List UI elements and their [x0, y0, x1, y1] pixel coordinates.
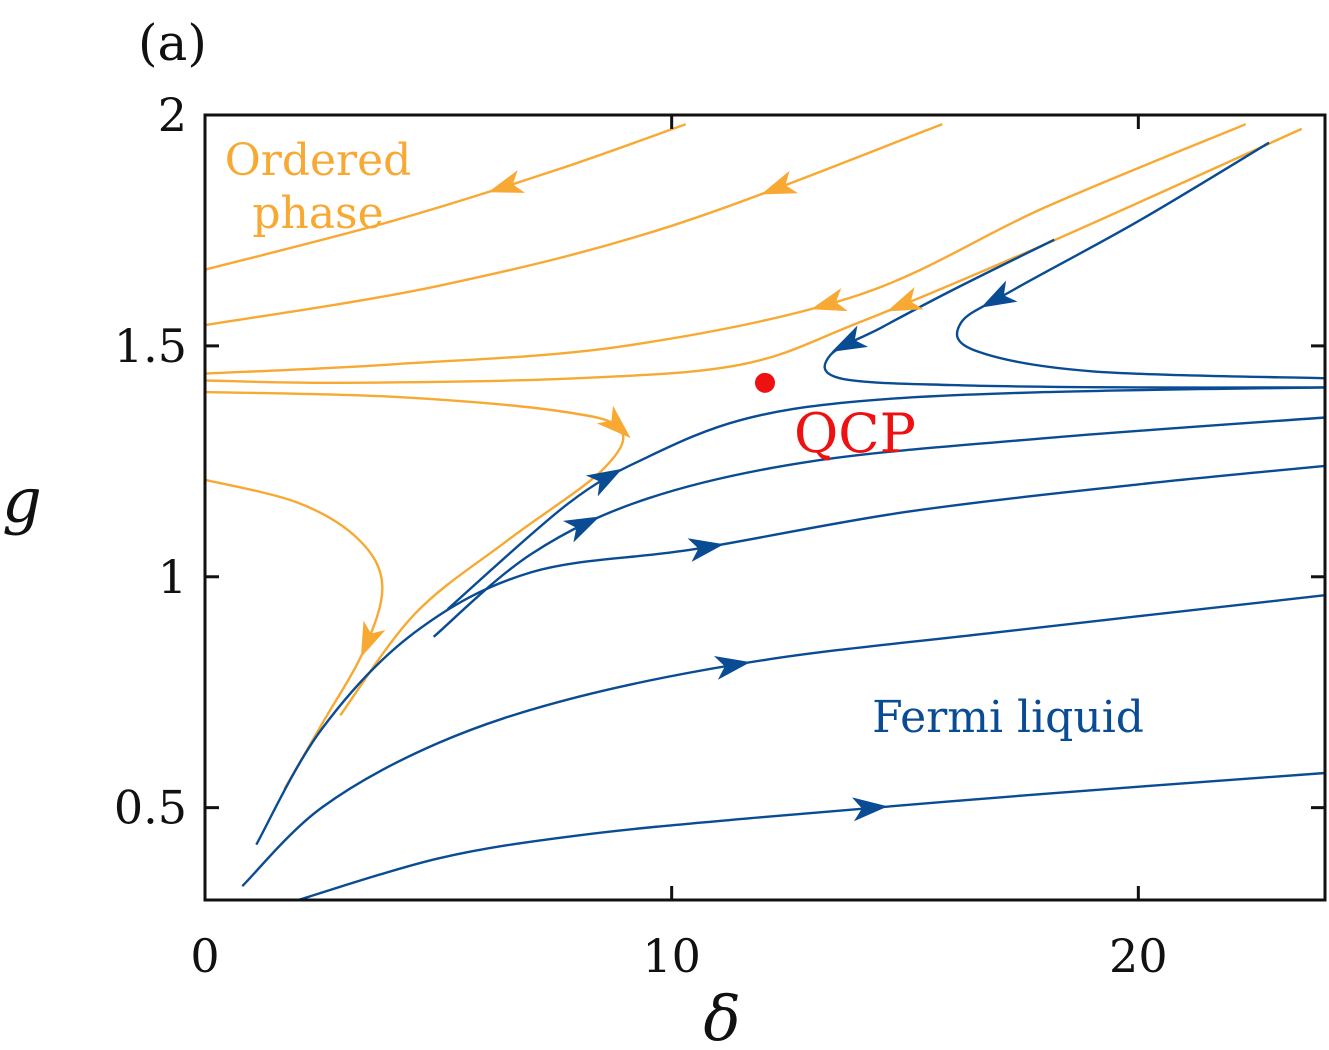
plot-frame	[203, 113, 1327, 902]
series-line-ordered-4	[204, 127, 1303, 385]
series-line-ordered-2	[204, 123, 943, 327]
y-tick-label: 2	[158, 88, 187, 142]
flow-arrow-fermi-2	[562, 516, 600, 543]
qcp-point	[755, 372, 775, 393]
flow-arrow-fermi-5	[851, 797, 888, 822]
flow-arrow-ordered-4	[886, 287, 924, 312]
series-line-ordered-1	[204, 123, 687, 271]
flow-arrow-ordered-2	[761, 170, 799, 195]
x-tick-label: 10	[642, 929, 701, 983]
y-tick-label: 1.5	[114, 319, 187, 373]
series-line-ordered-3	[204, 123, 1247, 375]
flow-arrow-fermi-3	[687, 538, 725, 562]
y-tick-label: 0.5	[114, 781, 187, 835]
series-line-fermi-7	[955, 141, 1326, 380]
flow-arrow-fermi-6	[831, 325, 869, 352]
qcp-label: QCP	[794, 402, 916, 465]
fermi-liquid-label: Fermi liquid	[872, 692, 1144, 743]
series-line-ordered-5	[204, 390, 625, 717]
series-line-fermi-4	[241, 594, 1326, 887]
x-axis-label: δ	[703, 982, 740, 1050]
x-tick-label: 0	[190, 929, 219, 983]
flow-arrow-fermi-1	[585, 468, 623, 497]
ordered-phase-label-line2: phase	[252, 188, 383, 239]
flow-arrow-ordered-5	[596, 405, 631, 439]
series-layer	[204, 123, 1326, 902]
series-line-fermi-3	[255, 464, 1326, 846]
flow-arrow-ordered-6	[360, 620, 386, 658]
series-line-fermi-1	[446, 386, 1326, 611]
x-tick-label: 20	[1109, 929, 1168, 983]
y-axis-label: g	[2, 464, 42, 537]
series-line-fermi-5	[297, 771, 1326, 902]
flow-arrow-ordered-1	[488, 170, 526, 193]
series-line-ordered-6	[204, 478, 384, 790]
arrow-layer	[360, 170, 1018, 822]
panel-label: (a)	[138, 14, 207, 72]
series-line-fermi-2	[432, 416, 1326, 638]
flow-arrow-ordered-3	[810, 288, 848, 312]
ordered-phase-label-line1: Ordered	[225, 135, 412, 186]
tick-layer: 0 10 20 0.5 1 1.5 2	[114, 88, 1325, 983]
flow-arrow-fermi-4	[713, 656, 751, 680]
series-line-fermi-6	[823, 238, 1326, 389]
y-tick-label: 1	[158, 550, 187, 604]
flow-arrow-fermi-7	[980, 280, 1018, 308]
